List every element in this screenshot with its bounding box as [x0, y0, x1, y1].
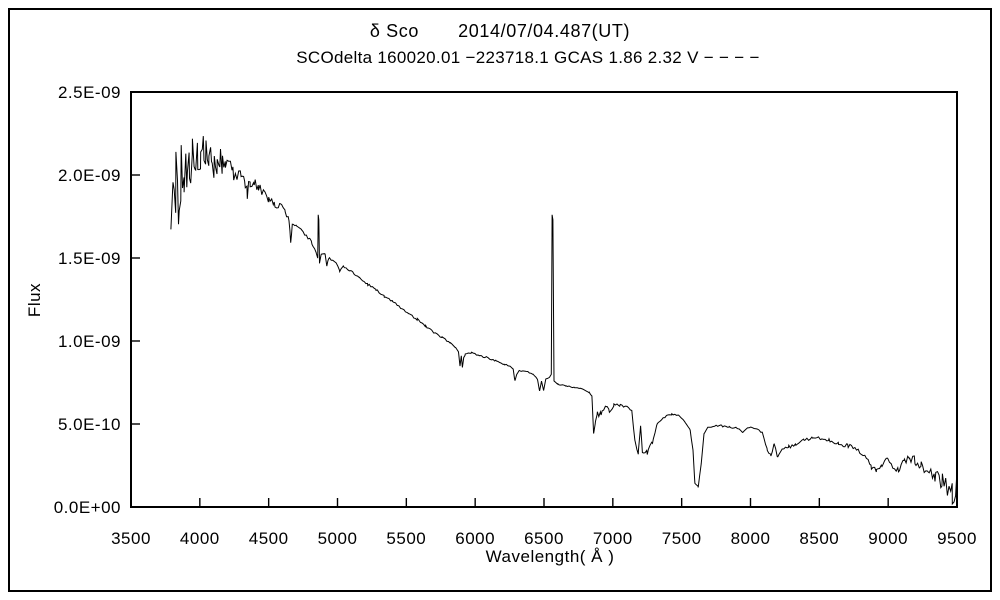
x-axis-ticks: 3500 4000 4500 5000 5500 6000 6500 7000 7500 8000…	[111, 498, 977, 548]
x-tick-label: 7500	[662, 529, 702, 548]
y-tick-label: 5.0E-10	[58, 415, 121, 434]
y-tick-label: 2.5E-09	[58, 83, 121, 102]
outer-border	[8, 8, 992, 592]
chart-subtitle: SCOdelta 160020.01 −223718.1 GCAS 1.86 2…	[296, 48, 760, 67]
y-axis-ticks: 0.0E+00 5.0E-10 1.0E-09 1.5E-09 2.0E-09 2.5E-…	[54, 83, 140, 517]
x-tick-label: 4500	[249, 529, 289, 548]
y-tick-label: 0.0E+00	[54, 498, 121, 517]
x-tick-label: 8500	[799, 529, 839, 548]
x-tick-label: 7000	[593, 529, 633, 548]
y-tick-label: 1.5E-09	[58, 249, 121, 268]
plot-frame	[130, 91, 958, 508]
chart-title: δ Sco 2014/07/04.487(UT)	[369, 21, 631, 41]
x-tick-label: 4000	[180, 529, 220, 548]
x-axis-label: Wavelength( Å )	[486, 547, 615, 566]
x-tick-label: 6000	[455, 529, 495, 548]
y-tick-label: 1.0E-09	[58, 332, 121, 351]
y-tick-label: 2.0E-09	[58, 166, 121, 185]
y-axis-label: Flux	[25, 283, 44, 317]
x-tick-label: 9000	[868, 529, 908, 548]
x-tick-label: 5500	[386, 529, 426, 548]
x-tick-label: 9500	[937, 529, 977, 548]
x-tick-label: 6500	[524, 529, 564, 548]
x-tick-label: 5000	[318, 529, 358, 548]
x-tick-label: 8000	[731, 529, 771, 548]
x-tick-label: 3500	[111, 529, 151, 548]
spectrum-line	[170, 136, 958, 506]
